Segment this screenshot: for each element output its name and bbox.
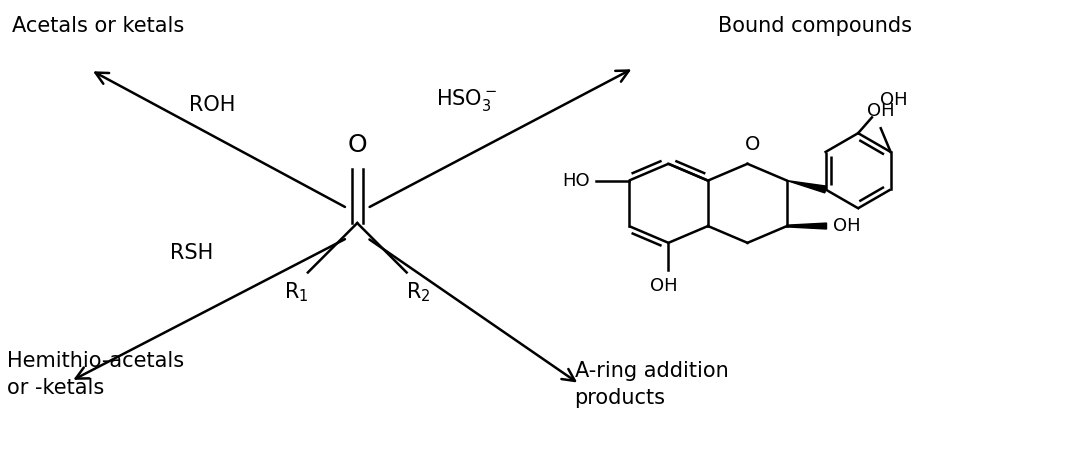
- Text: R$_2$: R$_2$: [406, 280, 431, 304]
- Text: O: O: [745, 135, 760, 154]
- Text: Hemithio-acetals
or -ketals: Hemithio-acetals or -ketals: [6, 351, 184, 398]
- Text: HSO$_3^-$: HSO$_3^-$: [436, 87, 497, 113]
- Text: Bound compounds: Bound compounds: [718, 16, 912, 36]
- Text: HO: HO: [562, 172, 589, 190]
- Text: OH: OH: [879, 92, 908, 109]
- Polygon shape: [787, 223, 826, 229]
- Text: A-ring addition
products: A-ring addition products: [575, 361, 729, 408]
- Text: RSH: RSH: [170, 243, 213, 263]
- Text: OH: OH: [650, 278, 677, 295]
- Text: OH: OH: [866, 102, 895, 120]
- Text: O: O: [348, 133, 367, 157]
- Text: OH: OH: [834, 217, 861, 235]
- Text: Acetals or ketals: Acetals or ketals: [12, 16, 184, 36]
- Text: ROH: ROH: [190, 94, 236, 114]
- Text: R$_1$: R$_1$: [284, 280, 309, 304]
- Polygon shape: [787, 180, 826, 193]
